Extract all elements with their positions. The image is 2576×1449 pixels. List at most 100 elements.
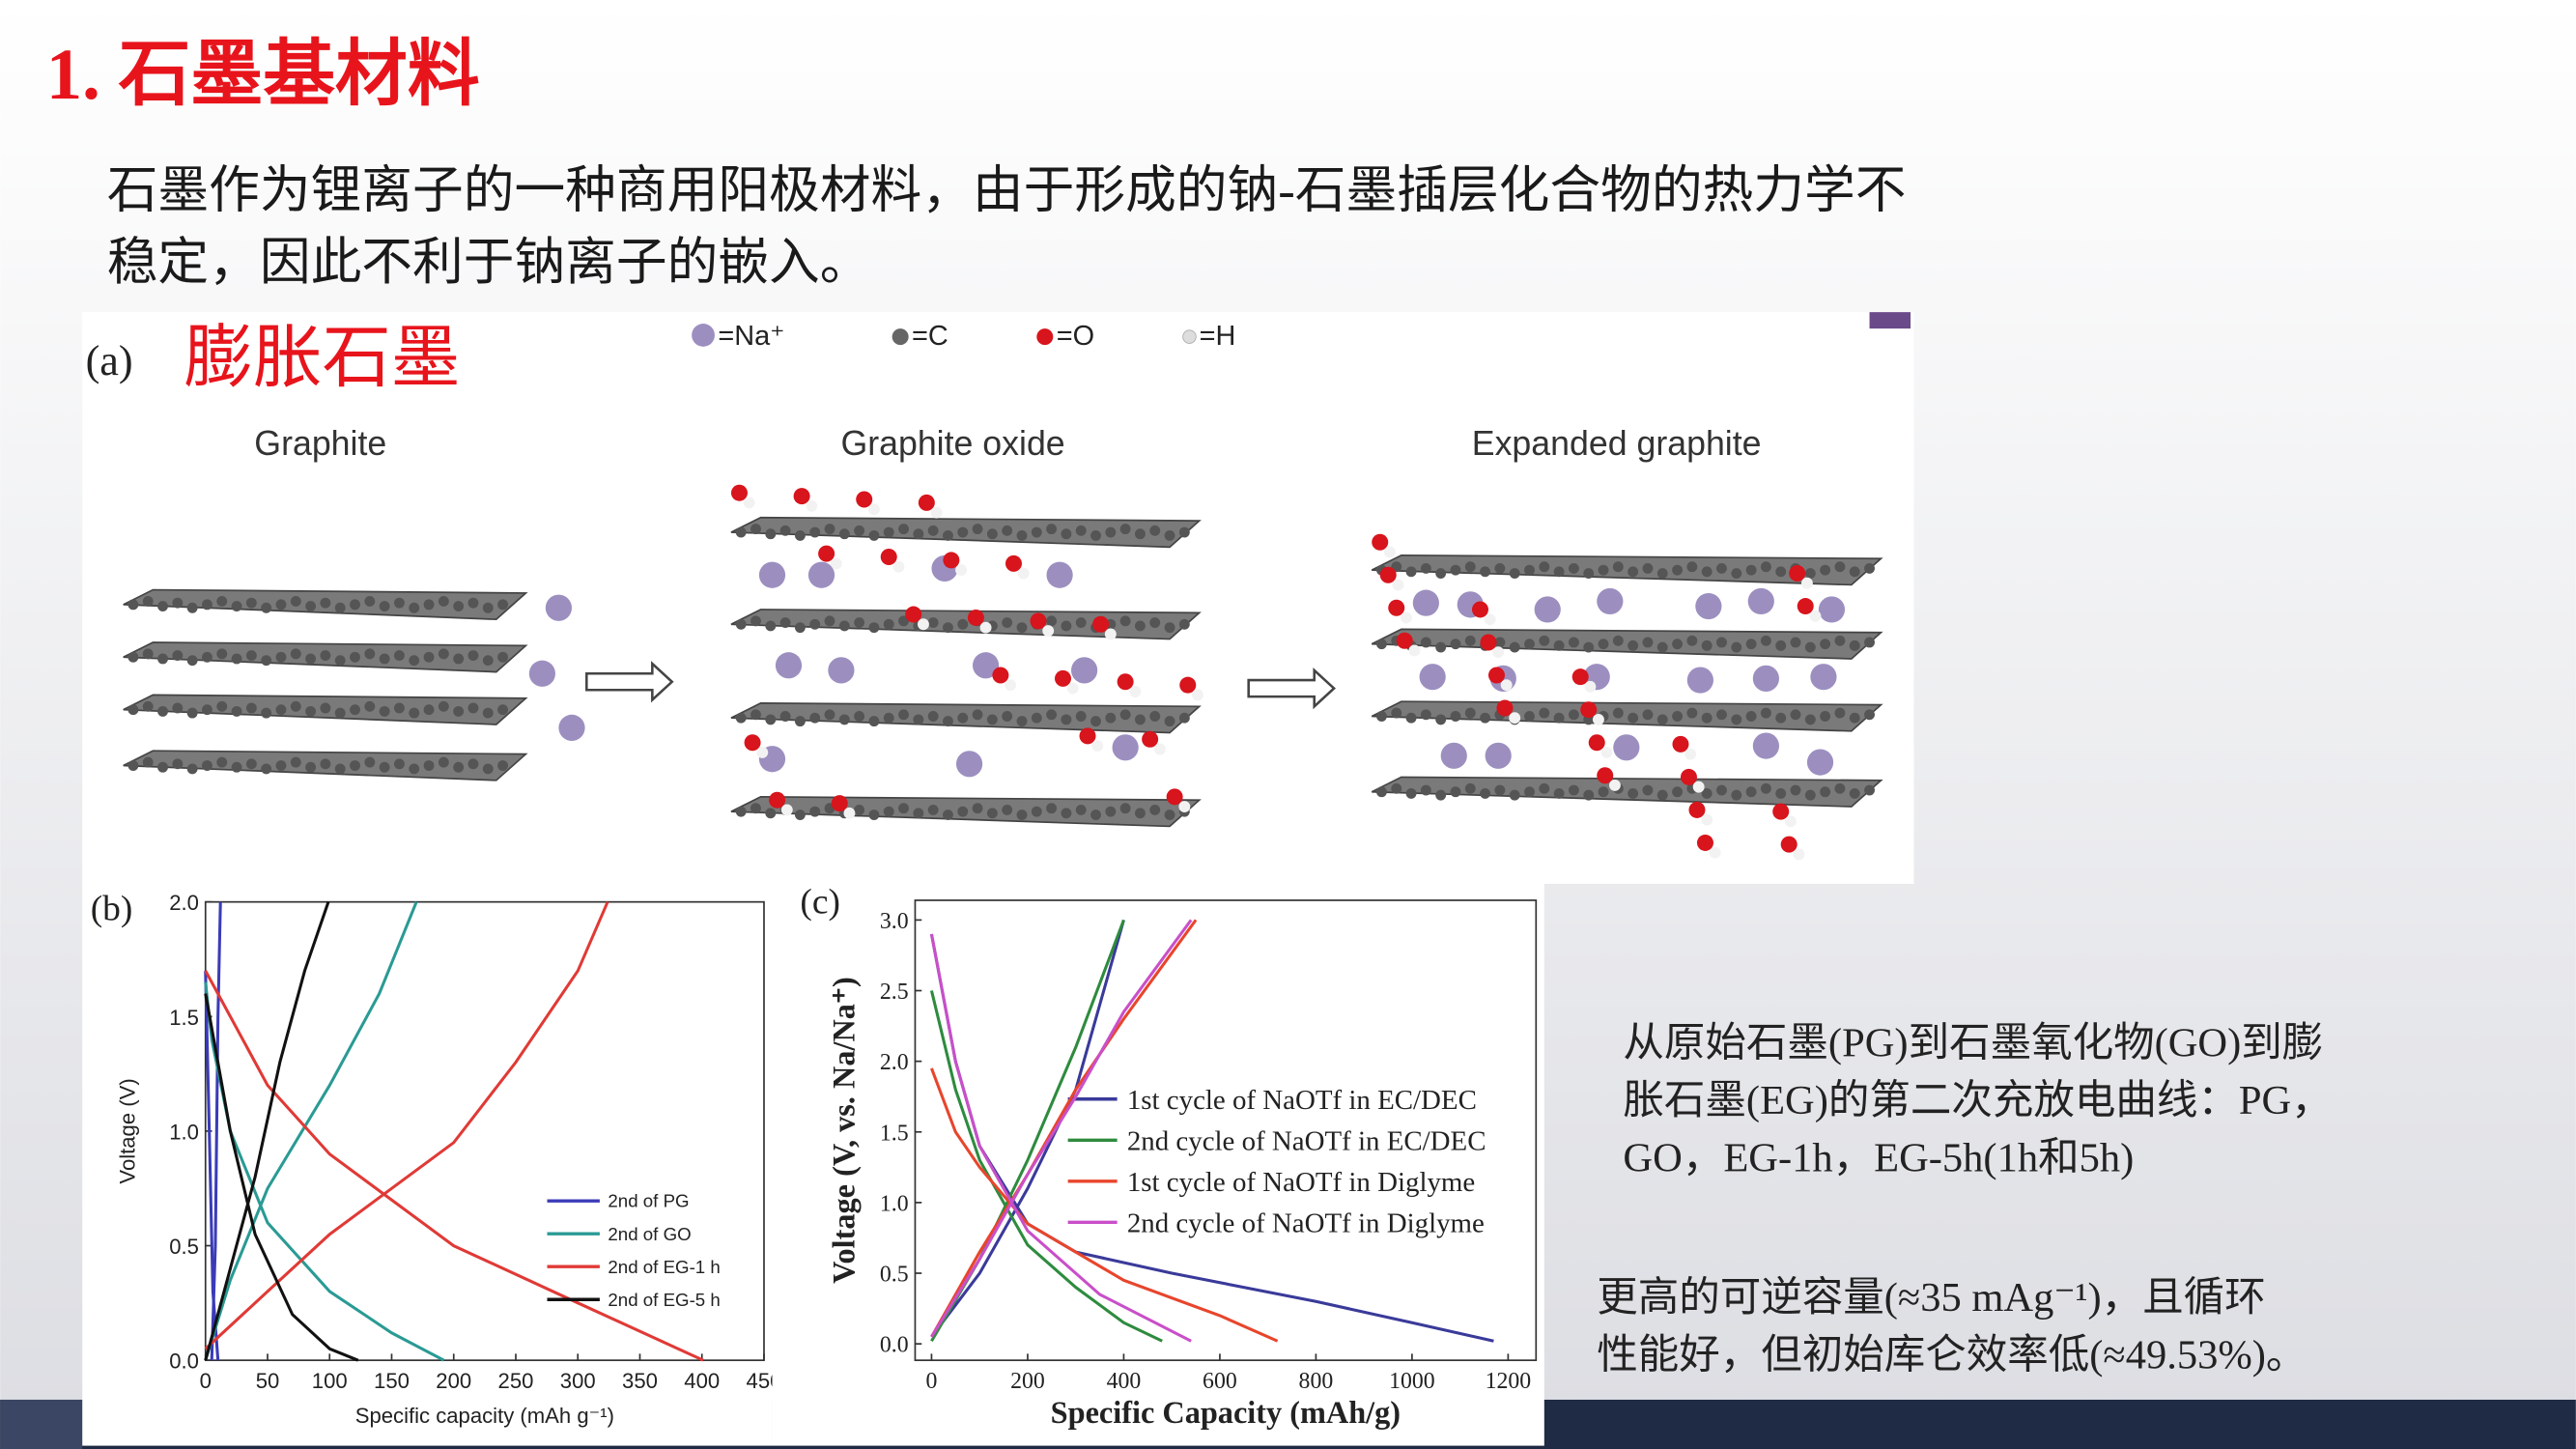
carbon bbox=[423, 760, 435, 771]
carbon bbox=[1731, 789, 1742, 801]
carbon bbox=[202, 651, 212, 663]
oxygen bbox=[992, 667, 1009, 684]
carbon bbox=[172, 758, 184, 770]
carbon bbox=[779, 525, 791, 536]
hydrogen bbox=[1809, 610, 1822, 622]
carbon bbox=[334, 707, 346, 719]
carbon bbox=[142, 756, 154, 768]
carbon bbox=[1149, 617, 1161, 628]
carbon bbox=[320, 758, 331, 770]
carbon bbox=[202, 704, 212, 716]
carbon bbox=[794, 529, 806, 541]
carbon bbox=[1539, 561, 1550, 573]
carbon bbox=[245, 758, 257, 770]
carbon bbox=[1134, 714, 1146, 725]
carbon bbox=[1760, 635, 1771, 646]
carbon bbox=[1405, 566, 1417, 578]
carbon bbox=[1553, 566, 1565, 578]
conclusion-line: 更高的可逆容量(≈35 mAg⁻¹)，且循环 bbox=[1597, 1275, 2265, 1321]
carbon bbox=[1405, 712, 1417, 724]
carbon bbox=[202, 760, 212, 771]
carbon bbox=[883, 806, 894, 817]
carbon bbox=[1656, 714, 1668, 725]
carbon bbox=[883, 618, 894, 630]
carbon bbox=[482, 707, 494, 719]
carbon bbox=[750, 524, 761, 535]
carbon bbox=[1804, 714, 1816, 725]
discharge-curve bbox=[204, 970, 704, 1362]
carbon bbox=[854, 711, 865, 722]
carbon bbox=[1745, 639, 1757, 650]
carbon bbox=[497, 760, 509, 771]
charge-curve bbox=[930, 919, 1198, 1338]
carbon bbox=[1642, 562, 1654, 574]
sodium bbox=[1597, 587, 1624, 615]
carbon bbox=[364, 596, 376, 607]
oxygen bbox=[1487, 667, 1505, 684]
carbon bbox=[1539, 782, 1550, 794]
carbon bbox=[364, 648, 376, 660]
hydrogen bbox=[1800, 577, 1813, 589]
sodium bbox=[1046, 561, 1073, 588]
carbon bbox=[305, 601, 317, 611]
stage-label: Graphite oxide bbox=[840, 424, 1064, 463]
chart: (b)0 50 100 150 200 250 300 350 400 4500.00.51.01… bbox=[82, 883, 781, 1446]
y-tick-label: 2.0 bbox=[169, 891, 199, 915]
carbon bbox=[216, 648, 228, 660]
hydrogen bbox=[780, 804, 793, 816]
carbon bbox=[1775, 639, 1787, 651]
carbon bbox=[794, 810, 806, 820]
carbon bbox=[379, 761, 390, 773]
carbon bbox=[1628, 639, 1639, 651]
carbon bbox=[1464, 635, 1476, 646]
carbon bbox=[1420, 562, 1431, 574]
oxygen bbox=[831, 795, 848, 812]
oxygen bbox=[1588, 734, 1605, 752]
carbon bbox=[1435, 568, 1447, 579]
caption-line: 胀石墨(EG)的第二次充放电曲线：PG， bbox=[1623, 1078, 2332, 1123]
carbon bbox=[1031, 806, 1042, 817]
hydrogen bbox=[1129, 686, 1142, 697]
legend-h bbox=[1182, 329, 1197, 344]
x-tick-label: 400 bbox=[684, 1369, 720, 1393]
carbon bbox=[735, 618, 747, 630]
x-tick-label: 100 bbox=[312, 1369, 348, 1393]
carbon bbox=[1002, 804, 1013, 815]
oxygen bbox=[793, 488, 810, 505]
carbon bbox=[1656, 641, 1668, 653]
carbon bbox=[245, 650, 257, 662]
legend-label: =H bbox=[1200, 321, 1236, 352]
carbon bbox=[1628, 787, 1639, 799]
carbon bbox=[334, 655, 346, 667]
carbon bbox=[1539, 635, 1550, 646]
oxygen bbox=[744, 734, 761, 752]
oxygen bbox=[1580, 701, 1598, 719]
carbon bbox=[943, 622, 953, 634]
carbon bbox=[735, 526, 747, 538]
carbon bbox=[1075, 617, 1087, 628]
carbon bbox=[854, 804, 865, 815]
carbon bbox=[1494, 562, 1506, 574]
carbon bbox=[1090, 529, 1101, 541]
carbon bbox=[1164, 716, 1175, 727]
carbon bbox=[1031, 712, 1042, 724]
carbon bbox=[245, 702, 257, 714]
carbon bbox=[1046, 524, 1058, 535]
carbon bbox=[943, 810, 953, 820]
carbon bbox=[883, 526, 894, 538]
carbon bbox=[1656, 789, 1668, 801]
carbon bbox=[1075, 525, 1087, 536]
hydrogen bbox=[930, 506, 943, 519]
carbon bbox=[1435, 789, 1447, 801]
carbon bbox=[765, 714, 777, 725]
carbon bbox=[1164, 622, 1175, 634]
carbon bbox=[1820, 639, 1831, 650]
carbon bbox=[1509, 641, 1520, 653]
oxygen bbox=[1797, 598, 1814, 615]
carbon bbox=[927, 617, 939, 628]
x-tick-label: 50 bbox=[256, 1369, 280, 1393]
carbon bbox=[1464, 561, 1476, 573]
legend-label: 2nd of EG-5 h bbox=[608, 1290, 720, 1310]
carbon bbox=[1849, 566, 1860, 578]
carbon bbox=[1612, 561, 1624, 573]
